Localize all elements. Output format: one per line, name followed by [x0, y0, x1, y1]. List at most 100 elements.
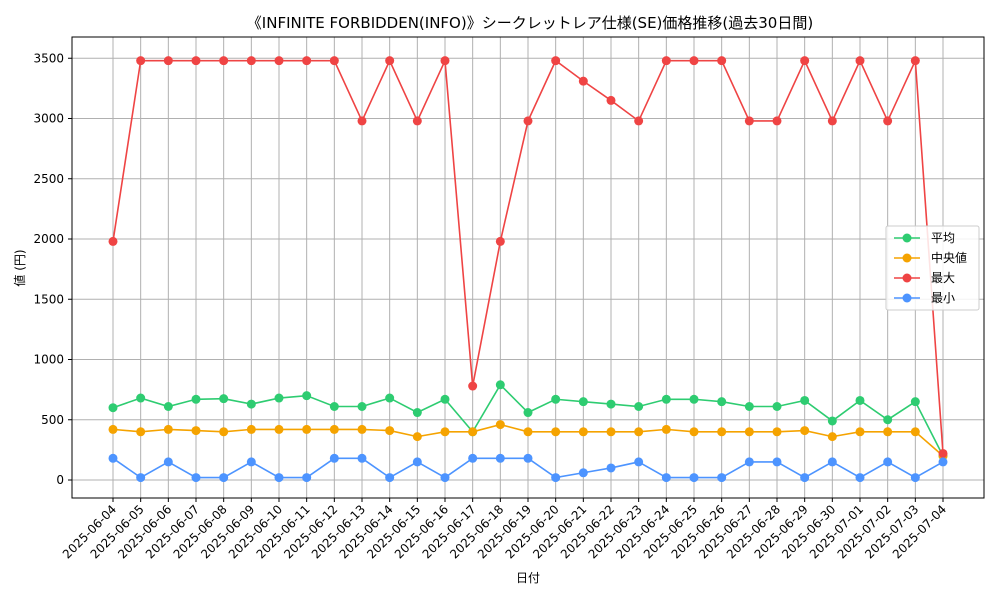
data-point: [440, 56, 450, 66]
data-point: [606, 463, 616, 473]
data-point: [578, 427, 588, 437]
legend-label: 中央値: [931, 250, 967, 265]
data-point: [634, 457, 644, 467]
data-point: [136, 393, 146, 403]
data-point: [191, 473, 201, 483]
y-tick-label: 500: [41, 413, 64, 427]
data-point: [163, 457, 173, 467]
data-point: [551, 56, 561, 66]
data-point: [606, 95, 616, 105]
data-point: [910, 427, 920, 437]
data-point: [578, 468, 588, 478]
data-point: [827, 116, 837, 126]
data-point: [800, 395, 810, 405]
y-axis-ticks: 0 500 1000 1500 2000 2500 3000 3500: [33, 51, 72, 487]
data-point: [523, 408, 533, 418]
data-point: [689, 394, 699, 404]
data-point: [661, 394, 671, 404]
data-point: [800, 56, 810, 66]
chart-title: 《INFINITE FORBIDDEN(INFO)》シークレットレア仕様(SE)…: [247, 14, 813, 32]
data-point: [523, 116, 533, 126]
data-point: [883, 427, 893, 437]
data-point: [827, 457, 837, 467]
data-point: [689, 427, 699, 437]
data-point: [274, 393, 284, 403]
legend-marker: [902, 253, 912, 263]
data-point: [606, 427, 616, 437]
data-point: [634, 401, 644, 411]
data-point: [855, 56, 865, 66]
data-point: [800, 473, 810, 483]
data-point: [910, 56, 920, 66]
data-point: [634, 427, 644, 437]
data-point: [136, 473, 146, 483]
data-point: [219, 473, 229, 483]
data-point: [661, 473, 671, 483]
data-point: [246, 56, 256, 66]
data-point: [551, 394, 561, 404]
y-tick-label: 1000: [33, 353, 64, 367]
data-point: [163, 56, 173, 66]
data-point: [634, 116, 644, 126]
data-point: [606, 399, 616, 409]
legend-label: 最小: [931, 291, 955, 305]
data-point: [302, 391, 312, 401]
data-point: [412, 408, 422, 418]
series-layer: [108, 56, 948, 483]
y-tick-label: 2000: [33, 232, 64, 246]
data-point: [938, 448, 948, 458]
y-tick-label: 1500: [33, 292, 64, 306]
data-point: [744, 427, 754, 437]
y-tick-label: 3500: [33, 51, 64, 65]
data-point: [108, 403, 118, 413]
data-point: [772, 116, 782, 126]
data-point: [910, 397, 920, 407]
data-point: [302, 473, 312, 483]
data-point: [689, 473, 699, 483]
data-point: [772, 457, 782, 467]
data-point: [495, 453, 505, 463]
data-point: [136, 427, 146, 437]
data-point: [689, 56, 699, 66]
legend-marker: [902, 273, 912, 283]
data-point: [246, 457, 256, 467]
data-point: [385, 473, 395, 483]
y-axis-label: 値 (円): [12, 249, 27, 286]
data-point: [440, 427, 450, 437]
data-point: [357, 424, 367, 434]
data-point: [302, 424, 312, 434]
y-tick-label: 2500: [33, 172, 64, 186]
data-point: [219, 394, 229, 404]
data-point: [551, 427, 561, 437]
data-point: [357, 116, 367, 126]
data-point: [827, 416, 837, 426]
data-point: [883, 457, 893, 467]
series-3: [108, 453, 948, 483]
data-point: [246, 399, 256, 409]
data-point: [219, 56, 229, 66]
legend-label: 最大: [931, 271, 955, 285]
data-point: [717, 397, 727, 407]
data-point: [136, 56, 146, 66]
data-point: [385, 56, 395, 66]
data-point: [938, 457, 948, 467]
legend-marker: [902, 233, 912, 243]
data-point: [883, 116, 893, 126]
data-point: [495, 380, 505, 390]
data-point: [855, 473, 865, 483]
data-point: [800, 426, 810, 436]
legend-box: [885, 225, 980, 311]
data-point: [385, 426, 395, 436]
data-point: [772, 427, 782, 437]
data-point: [883, 415, 893, 425]
data-point: [495, 236, 505, 246]
data-point: [219, 427, 229, 437]
data-point: [329, 453, 339, 463]
data-point: [468, 453, 478, 463]
data-point: [468, 381, 478, 391]
data-point: [440, 394, 450, 404]
data-point: [523, 427, 533, 437]
data-point: [578, 397, 588, 407]
